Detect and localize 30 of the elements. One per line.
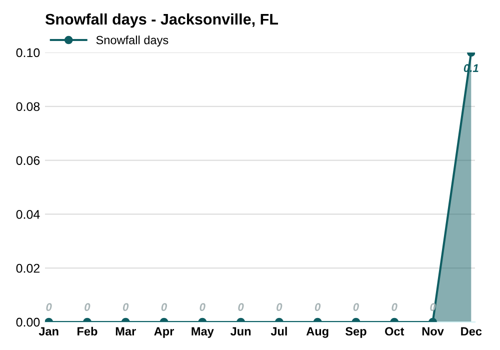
x-tick-label: Aug xyxy=(306,327,328,338)
data-label: 0 xyxy=(46,303,52,311)
y-tick-label: 0.08 xyxy=(16,102,40,112)
y-tick-label: 0.04 xyxy=(16,210,40,219)
x-tick-label: Nov xyxy=(422,327,444,336)
data-label: 0 xyxy=(276,303,282,311)
x-tick-label: Mar xyxy=(116,327,136,336)
x-tick-label: Sep xyxy=(345,327,366,338)
data-label: 0 xyxy=(314,303,321,311)
y-tick-label: 0.06 xyxy=(16,156,40,165)
y-tick-label: 0.02 xyxy=(16,264,40,273)
x-tick-label: Jun xyxy=(230,327,251,336)
x-tick-label: Oct xyxy=(385,327,404,336)
data-label: 0 xyxy=(161,303,167,311)
chart-title: Snowfall days - Jacksonville, FL xyxy=(45,13,278,28)
data-label: 0 xyxy=(84,303,90,311)
y-tick-label: 0.00 xyxy=(16,318,40,327)
legend-label: Snowfall days xyxy=(96,36,168,47)
data-label: 0 xyxy=(353,303,359,311)
y-tick-label: 0.10 xyxy=(16,48,40,58)
x-tick-label: Apr xyxy=(154,327,174,338)
x-tick-label: Jul xyxy=(270,326,287,336)
data-label: 0 xyxy=(238,303,244,311)
x-tick-label: May xyxy=(192,327,214,338)
data-label: 0 xyxy=(200,303,206,311)
data-label: 0 xyxy=(122,303,129,311)
x-tick-label: Feb xyxy=(78,326,98,336)
data-label: 0 xyxy=(392,303,398,311)
x-tick-label: Jan xyxy=(38,327,58,336)
x-tick-label: Dec xyxy=(461,327,482,336)
